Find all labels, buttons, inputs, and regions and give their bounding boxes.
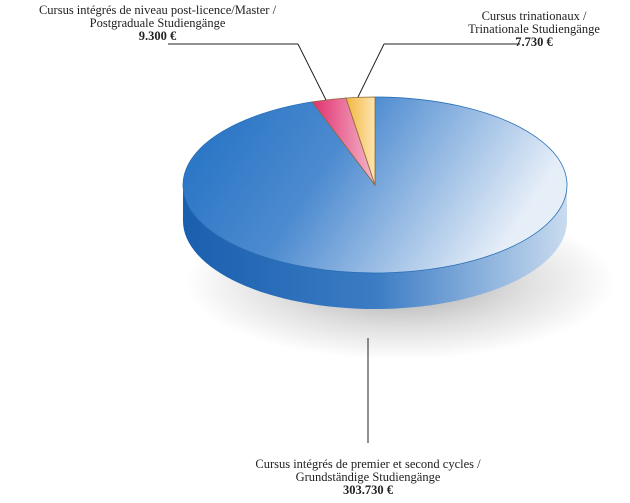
label-trinational-value: 7.730 € bbox=[515, 35, 553, 49]
pie-slices bbox=[182, 96, 568, 309]
label-undergrad: Cursus intégrés de premier et second cyc… bbox=[212, 458, 524, 497]
leader-line-trinational-diag bbox=[357, 43, 385, 98]
label-trinational: Cursus trinationaux / Trinationale Studi… bbox=[436, 10, 630, 49]
pie-side-wall bbox=[183, 185, 567, 309]
label-trinational-line2: Trinationale Studiengänge bbox=[468, 22, 600, 36]
label-master-line1: Cursus intégrés de niveau post-licence/M… bbox=[38, 3, 277, 17]
label-undergrad-value: 303.730 € bbox=[343, 483, 393, 497]
label-trinational-line1: Cursus trinationaux / bbox=[481, 9, 587, 23]
label-undergrad-line2: Grundständige Studiengänge bbox=[295, 470, 441, 484]
leader-line-master-diag bbox=[297, 43, 327, 101]
pie-slice-trinational bbox=[345, 96, 376, 186]
label-undergrad-line1: Cursus intégrés de premier et second cyc… bbox=[255, 457, 481, 471]
label-master: Cursus intégrés de niveau post-licence/M… bbox=[0, 4, 315, 43]
label-master-line2: Postgraduale Studiengänge bbox=[89, 16, 226, 30]
label-master-value: 9.300 € bbox=[138, 29, 177, 43]
